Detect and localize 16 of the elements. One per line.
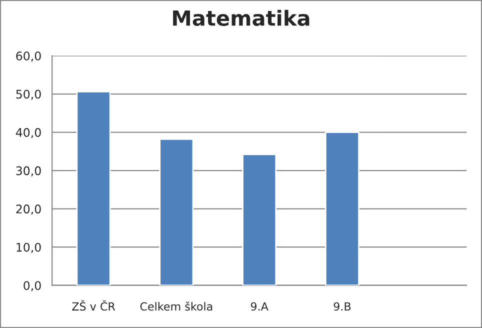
y-tick-label: 40,0: [16, 128, 41, 138]
bar: [324, 132, 360, 286]
x-tick-label: Celkem škola: [140, 302, 212, 311]
y-tick-label: 20,0: [16, 204, 41, 215]
bar: [76, 91, 111, 286]
y-tick-label: 10,0: [16, 242, 41, 253]
y-tick-label: 30,0: [16, 166, 41, 176]
x-tick-label: ZŠ v ČR: [72, 300, 116, 311]
chart-title: Matematika: [173, 10, 310, 26]
y-tick-label: 60,0: [16, 51, 41, 62]
x-tick-label: 9.A: [250, 302, 268, 311]
bar: [242, 154, 277, 286]
bar: [159, 138, 194, 286]
y-tick-label: 0,0: [24, 281, 41, 292]
y-tick-label: 50,0: [16, 90, 41, 100]
x-tick-label: 9.B: [334, 302, 351, 311]
